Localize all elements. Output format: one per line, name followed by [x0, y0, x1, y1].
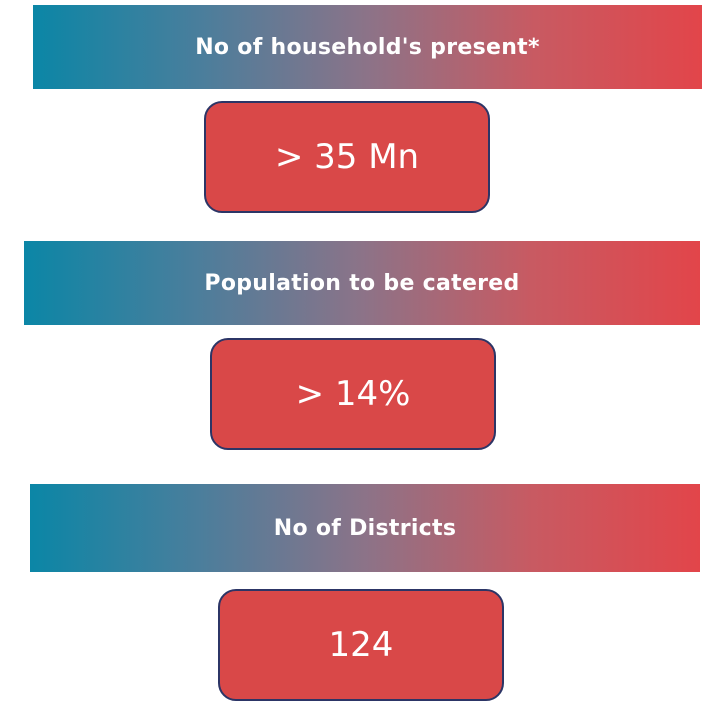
banner: No of Districts [30, 484, 700, 572]
value-box: > 14% [210, 338, 496, 450]
value-box: 124 [218, 589, 504, 701]
value-box: > 35 Mn [204, 101, 490, 213]
banner: No of household's present* [33, 5, 702, 89]
banner: Population to be catered [24, 241, 700, 325]
